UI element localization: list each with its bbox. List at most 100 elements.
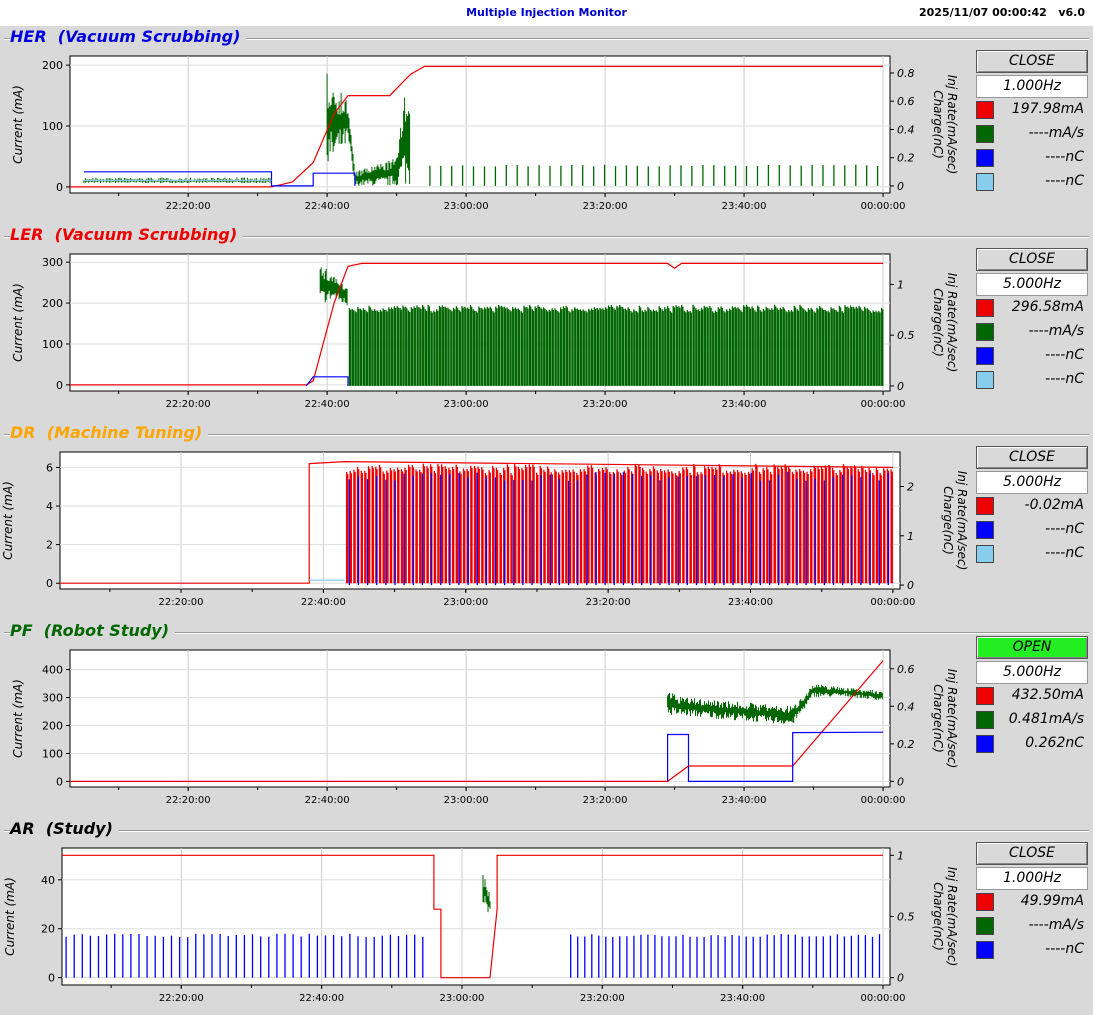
ring-mode: (Vacuum Scrubbing) [57, 27, 241, 46]
y2-tick-label: 1 [907, 530, 914, 543]
y-axis-label: Current (mA) [1, 481, 15, 560]
legend-row-inj_rate: ----mA/s [976, 914, 1088, 938]
legend-row-charge: 0.262nC [976, 732, 1088, 756]
series-line-charge [666, 731, 884, 782]
legend-row-charge: ----nC [976, 518, 1088, 542]
legend-value: 296.58mA [1011, 299, 1084, 315]
legend-value: ----nC [1045, 545, 1084, 561]
series-spikes-charge [348, 471, 889, 586]
chart-pf: 22:20:00 22:40:00 23:00:00 23:20:00 23:40:00… [11, 649, 959, 806]
legend-row-charge: ----nC [976, 146, 1088, 170]
legend-value: -0.02mA [1024, 497, 1084, 513]
series-spikes-current [345, 463, 893, 584]
side-panel-ar: CLOSE 1.000Hz 49.99mA ----mA/s ----nC [976, 842, 1088, 962]
y-tick-label: 6 [46, 461, 53, 474]
x-tick-label: 00:00:00 [861, 795, 906, 806]
y2-axis-label: Inj Rate(mA/sec) [945, 669, 959, 769]
legend-row-charge2: ----nC [976, 170, 1088, 194]
y3-axis-label: Charge(nC) [941, 486, 955, 555]
y2-tick-label: 0.4 [897, 123, 915, 136]
legend-swatch [976, 687, 994, 705]
injection-frequency: 1.000Hz [976, 867, 1088, 890]
x-tick-label: 23:20:00 [583, 795, 628, 806]
series-line-current [60, 460, 893, 584]
legend-value: ----nC [1045, 149, 1084, 165]
series-spikes-inj_rate [348, 304, 884, 386]
y3-axis-label: Charge(nC) [931, 288, 945, 357]
legend-swatch [976, 941, 994, 959]
series-line-current [62, 854, 883, 979]
legend-value: ----nC [1045, 521, 1084, 537]
y2-tick-label: 0 [897, 775, 904, 788]
series-line-charge [83, 171, 356, 187]
y2-tick-label: 0.4 [897, 700, 915, 713]
panel-ar: AR (Study) 22:20:00 22:40:00 23:00:00 23:20:… [0, 819, 1093, 1015]
ring-name: AR [10, 819, 35, 838]
x-tick-label: 22:20:00 [166, 201, 211, 212]
y2-tick-label: 0.8 [897, 67, 915, 80]
series-line-charge [305, 376, 349, 387]
ring-mode: (Robot Study) [43, 621, 170, 640]
y-tick-label: 400 [42, 664, 63, 677]
series-line-current [70, 65, 884, 188]
legend-row-charge: ----nC [976, 938, 1088, 962]
series-burst-inj_rate [482, 875, 491, 913]
injection-status-button[interactable]: CLOSE [976, 50, 1088, 73]
x-tick-label: 23:00:00 [444, 399, 489, 410]
panel-separator [4, 434, 1089, 436]
legend-row-current: 197.98mA [976, 98, 1088, 122]
plot-area [61, 847, 891, 986]
legend-row-current: 49.99mA [976, 890, 1088, 914]
ring-name: DR [10, 423, 36, 442]
ring-mode: (Machine Tuning) [46, 423, 203, 442]
panel-title-pf: PF (Robot Study) [10, 621, 176, 640]
legend-swatch [976, 545, 994, 563]
injection-status-button[interactable]: OPEN [976, 636, 1088, 659]
plot-area [69, 55, 891, 194]
x-tick-label: 00:00:00 [861, 993, 906, 1004]
ring-mode: (Vacuum Scrubbing) [54, 225, 238, 244]
side-panel-ler: CLOSE 5.000Hz 296.58mA ----mA/s ----nC ----nC [976, 248, 1088, 392]
legend-swatch [976, 893, 994, 911]
series-group [70, 65, 884, 188]
injection-frequency: 5.000Hz [976, 471, 1088, 494]
y-tick-label: 4 [46, 500, 53, 513]
legend-value: 432.50mA [1011, 687, 1084, 703]
legend-value: ----mA/s [1028, 917, 1084, 933]
series-spikes-inj_rate [429, 164, 879, 186]
y2-tick-label: 2 [907, 480, 914, 493]
series-burst-inj_rate [319, 267, 348, 306]
injection-status-button[interactable]: CLOSE [976, 446, 1088, 469]
chart-ler: 22:20:00 22:40:00 23:00:00 23:20:00 23:40:00… [11, 253, 959, 410]
legend-swatch [976, 173, 994, 191]
y2-axis-label: Inj Rate(mA/sec) [945, 867, 959, 967]
y-tick-label: 300 [42, 692, 63, 705]
legend-value: ----nC [1045, 347, 1084, 363]
legend-swatch [976, 101, 994, 119]
x-tick-label: 23:20:00 [586, 597, 631, 608]
panel-title-her: HER (Vacuum Scrubbing) [10, 27, 247, 46]
legend-value: 197.98mA [1011, 101, 1084, 117]
legend-swatch [976, 299, 994, 317]
panel-separator [4, 830, 1089, 832]
y-tick-label: 2 [46, 539, 53, 552]
y2-tick-label: 0 [907, 579, 914, 592]
x-tick-label: 23:00:00 [440, 993, 485, 1004]
y2-tick-label: 1 [897, 278, 904, 291]
injection-status-button[interactable]: CLOSE [976, 248, 1088, 271]
y-tick-label: 0 [48, 972, 55, 985]
y2-tick-label: 0 [897, 180, 904, 193]
series-group [70, 660, 884, 782]
x-tick-label: 23:40:00 [722, 795, 767, 806]
ring-name: HER [10, 27, 47, 46]
y-tick-label: 20 [41, 923, 55, 936]
legend-row-charge2: ----nC [976, 542, 1088, 566]
side-panel-dr: CLOSE 5.000Hz -0.02mA ----nC ----nC [976, 446, 1088, 566]
y-axis-label: Current (mA) [3, 877, 17, 956]
y-tick-label: 100 [42, 338, 63, 351]
legend-row-inj_rate: ----mA/s [976, 122, 1088, 146]
y-tick-label: 200 [42, 297, 63, 310]
x-tick-label: 22:20:00 [166, 399, 211, 410]
series-line-current [70, 262, 884, 386]
injection-status-button[interactable]: CLOSE [976, 842, 1088, 865]
